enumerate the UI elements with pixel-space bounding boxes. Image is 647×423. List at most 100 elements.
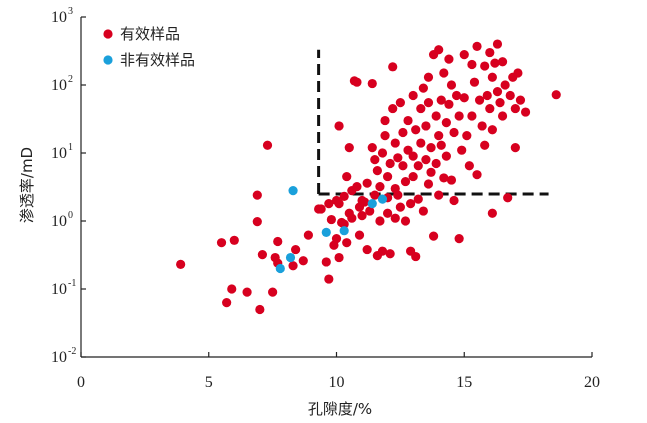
effective-sample-point	[390, 138, 400, 148]
effective-sample-point	[513, 68, 523, 78]
effective-sample-point	[393, 190, 403, 200]
effective-sample-point	[515, 95, 526, 105]
effective-sample-point	[497, 111, 508, 121]
effective-sample-point	[503, 193, 513, 203]
effective-sample-point	[252, 217, 262, 227]
legend-marker-ineffective	[103, 55, 113, 65]
effective-sample-point	[242, 287, 252, 297]
y-tick-label: 10	[51, 281, 67, 298]
effective-sample-point	[406, 199, 416, 209]
effective-sample-point	[510, 143, 520, 153]
effective-sample-point	[449, 127, 459, 138]
effective-sample-point	[227, 284, 237, 294]
effective-sample-point	[421, 154, 431, 165]
effective-sample-point	[431, 158, 441, 169]
effective-sample-point	[347, 213, 357, 223]
effective-sample-point	[416, 103, 426, 114]
effective-sample-point	[411, 125, 421, 135]
y-tick-label: 10	[51, 77, 67, 94]
effective-sample-point	[365, 206, 375, 216]
effective-sample-point	[418, 206, 428, 216]
effective-sample-point	[331, 234, 342, 244]
effective-sample-point	[436, 140, 446, 150]
effective-sample-point	[551, 90, 561, 100]
effective-sample-point	[418, 83, 428, 93]
effective-sample-point	[487, 125, 497, 135]
effective-sample-point	[395, 202, 405, 212]
effective-sample-point	[400, 216, 411, 226]
effective-sample-point	[229, 235, 239, 245]
effective-sample-point	[444, 54, 454, 64]
effective-sample-point	[334, 121, 344, 131]
y-tick-exponent: 3	[68, 6, 73, 17]
effective-sample-point	[362, 178, 372, 188]
effective-sample-point	[500, 80, 510, 90]
effective-sample-point	[436, 95, 446, 105]
effective-sample-point	[385, 158, 395, 169]
ineffective-sample-point	[321, 227, 331, 237]
effective-sample-point	[377, 246, 388, 256]
effective-sample-point	[393, 153, 403, 163]
effective-sample-point	[413, 161, 423, 171]
effective-sample-point	[487, 72, 497, 82]
effective-sample-point	[454, 111, 464, 121]
effective-sample-point	[413, 194, 423, 204]
effective-sample-point	[439, 68, 449, 78]
effective-sample-point	[334, 199, 344, 209]
effective-sample-point	[485, 103, 495, 114]
effective-sample-point	[273, 236, 283, 247]
effective-sample-point	[342, 238, 352, 248]
effective-sample-point	[485, 47, 495, 58]
series-ineffective	[275, 185, 388, 274]
effective-sample-point	[252, 190, 262, 200]
effective-sample-point	[449, 195, 459, 206]
effective-sample-point	[334, 252, 344, 263]
effective-sample-point	[255, 304, 265, 315]
effective-sample-point	[474, 95, 485, 105]
effective-sample-point	[291, 244, 301, 255]
effective-sample-point	[403, 115, 413, 126]
effective-sample-point	[408, 171, 418, 182]
ineffective-sample-point	[339, 226, 349, 236]
effective-sample-point	[454, 234, 464, 244]
effective-sample-point	[380, 115, 390, 126]
effective-sample-point	[367, 78, 377, 89]
data-points	[176, 39, 561, 315]
ineffective-sample-point	[288, 185, 298, 196]
effective-sample-point	[467, 111, 477, 121]
effective-sample-point	[492, 39, 503, 49]
y-tick-exponent: -1	[68, 278, 76, 289]
effective-sample-point	[303, 230, 313, 240]
effective-sample-point	[321, 257, 331, 267]
ineffective-sample-point	[275, 263, 285, 274]
effective-sample-point	[339, 191, 349, 201]
effective-sample-point	[439, 173, 449, 183]
ineffective-sample-point	[377, 194, 388, 204]
effective-sample-point	[344, 143, 354, 153]
effective-sample-point	[487, 208, 497, 218]
effective-sample-point	[222, 298, 232, 308]
effective-sample-point	[428, 231, 439, 241]
effective-sample-point	[388, 103, 398, 114]
effective-sample-point	[423, 98, 434, 108]
effective-sample-point	[434, 190, 444, 200]
effective-sample-point	[444, 99, 454, 109]
effective-sample-point	[431, 111, 441, 121]
effective-sample-point	[492, 86, 503, 97]
effective-sample-point	[408, 90, 418, 101]
effective-sample-point	[380, 131, 390, 141]
y-tick-exponent: 1	[68, 142, 73, 153]
effective-sample-point	[510, 103, 520, 114]
effective-sample-point	[497, 57, 508, 67]
effective-sample-point	[398, 127, 408, 138]
y-axis-title: 渗透率/mD	[18, 147, 36, 223]
effective-sample-point	[472, 170, 482, 180]
y-tick-exponent: -2	[68, 346, 76, 357]
effective-sample-point	[520, 107, 531, 117]
effective-sample-point	[505, 90, 515, 101]
effective-sample-point	[446, 80, 457, 90]
effective-sample-point	[408, 151, 418, 161]
effective-sample-point	[342, 171, 352, 182]
